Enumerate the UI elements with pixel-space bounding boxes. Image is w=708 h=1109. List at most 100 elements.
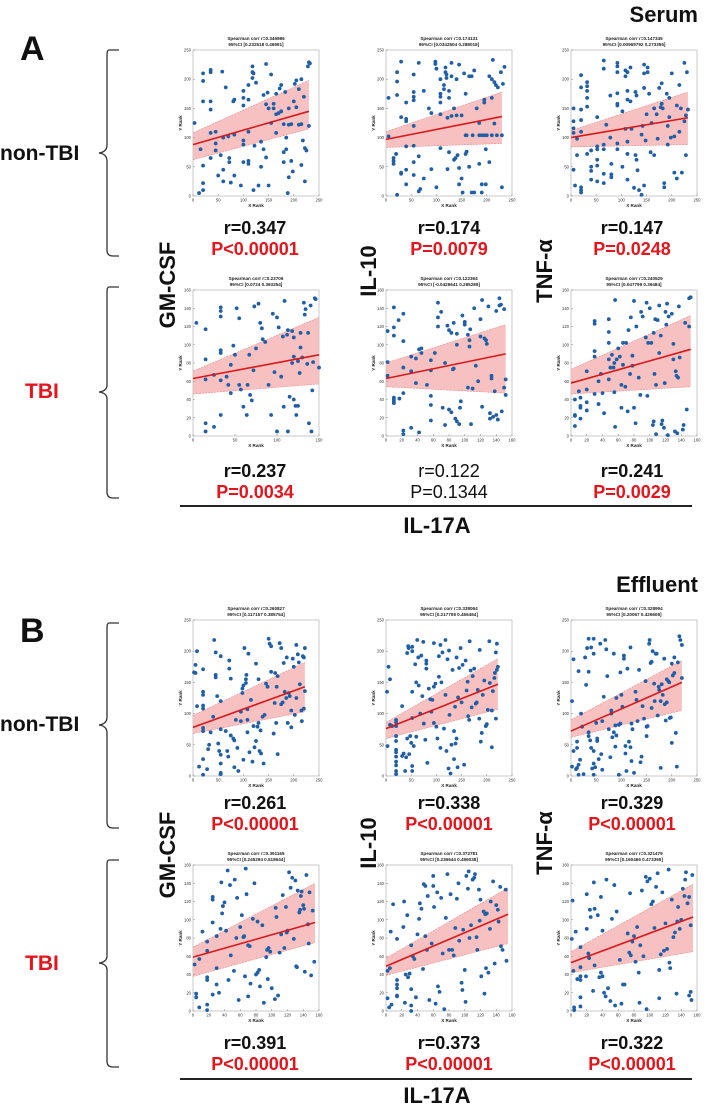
data-point [401, 925, 406, 929]
data-point [586, 951, 591, 956]
data-point [684, 113, 688, 118]
data-point [266, 383, 271, 387]
data-point [426, 106, 431, 111]
data-point [595, 913, 600, 918]
data-point [655, 318, 660, 323]
data-point [310, 388, 315, 393]
x-axis-label: X Rank [441, 783, 457, 788]
data-point [596, 402, 601, 406]
x-tick-label: 0 [570, 198, 573, 203]
data-point [438, 100, 443, 105]
data-point [659, 81, 664, 86]
data-point [502, 65, 507, 69]
data-point [205, 767, 210, 772]
data-point [419, 351, 424, 355]
data-point [685, 70, 689, 75]
data-point [466, 332, 470, 337]
data-point [572, 1005, 577, 1010]
data-point [416, 154, 421, 159]
data-point [613, 1003, 617, 1008]
data-point [429, 167, 434, 172]
data-point [201, 689, 205, 694]
stat-a-tbi-tnfa: r=0.241 P=0.0029 [532, 461, 708, 503]
data-point [458, 405, 462, 410]
data-point [655, 871, 660, 876]
data-point [642, 62, 646, 67]
data-point [584, 369, 589, 374]
data-point [461, 927, 466, 932]
data-point [504, 958, 509, 963]
data-point [246, 994, 251, 999]
data-point [389, 1002, 394, 1007]
data-point [604, 647, 609, 652]
data-point [612, 883, 617, 887]
data-point [576, 389, 581, 394]
y-tick-label: 250 [184, 618, 192, 623]
data-point [234, 936, 239, 940]
data-point [457, 166, 461, 170]
data-point [487, 639, 492, 644]
y-tick-label: 200 [377, 649, 385, 654]
data-point [238, 387, 243, 392]
data-point [301, 706, 306, 711]
data-point [490, 689, 495, 694]
data-point [668, 966, 673, 971]
data-point [238, 925, 243, 929]
data-point [286, 328, 290, 333]
data-point [243, 866, 248, 871]
data-point [655, 136, 660, 141]
data-point [301, 94, 306, 99]
data-point [394, 754, 398, 759]
data-point [592, 354, 597, 359]
data-point [608, 999, 613, 1003]
data-point [688, 923, 693, 928]
data-point [625, 152, 630, 156]
data-point [419, 906, 424, 911]
data-point [203, 377, 208, 382]
group-label-b-tbi: TBI [25, 952, 59, 975]
data-point [297, 682, 302, 687]
data-point [648, 150, 653, 155]
data-point [624, 341, 629, 345]
x-tick-label: 250 [694, 198, 702, 203]
x-tick-label: 150 [265, 778, 273, 783]
data-point [584, 682, 589, 687]
data-point [617, 354, 622, 359]
data-point [399, 115, 404, 120]
data-point [639, 754, 644, 759]
data-point [424, 661, 429, 666]
data-point [657, 303, 662, 308]
data-point [293, 878, 298, 883]
data-point [499, 944, 503, 949]
data-point [468, 668, 473, 673]
x-tick-label: 40 [600, 438, 605, 443]
data-point [445, 657, 450, 662]
data-point [585, 84, 590, 89]
data-point [489, 373, 494, 378]
data-point [406, 975, 410, 980]
data-point [628, 65, 633, 70]
regression-line [385, 913, 509, 968]
x-tick-label: 150 [643, 198, 651, 203]
data-point [238, 183, 243, 188]
data-point [433, 681, 438, 686]
brace-b-nontbi [98, 622, 119, 829]
data-point [578, 757, 582, 762]
data-point [212, 424, 216, 429]
data-point [309, 429, 314, 434]
data-point [660, 890, 665, 895]
data-point [232, 877, 237, 882]
stat-r: r=0.237 [223, 461, 287, 481]
stat-r: r=0.391 [223, 1033, 287, 1053]
data-point [494, 641, 499, 646]
brace-b-nontbi-tbi [98, 622, 119, 1068]
data-point [625, 70, 630, 75]
data-point [674, 991, 679, 996]
plot-title: Spearman corr r=0.321479 [605, 851, 663, 856]
data-point [281, 404, 286, 409]
data-point [285, 332, 289, 337]
data-point [409, 943, 414, 948]
data-point [244, 413, 249, 417]
y-tick-label: 50 [379, 164, 384, 169]
